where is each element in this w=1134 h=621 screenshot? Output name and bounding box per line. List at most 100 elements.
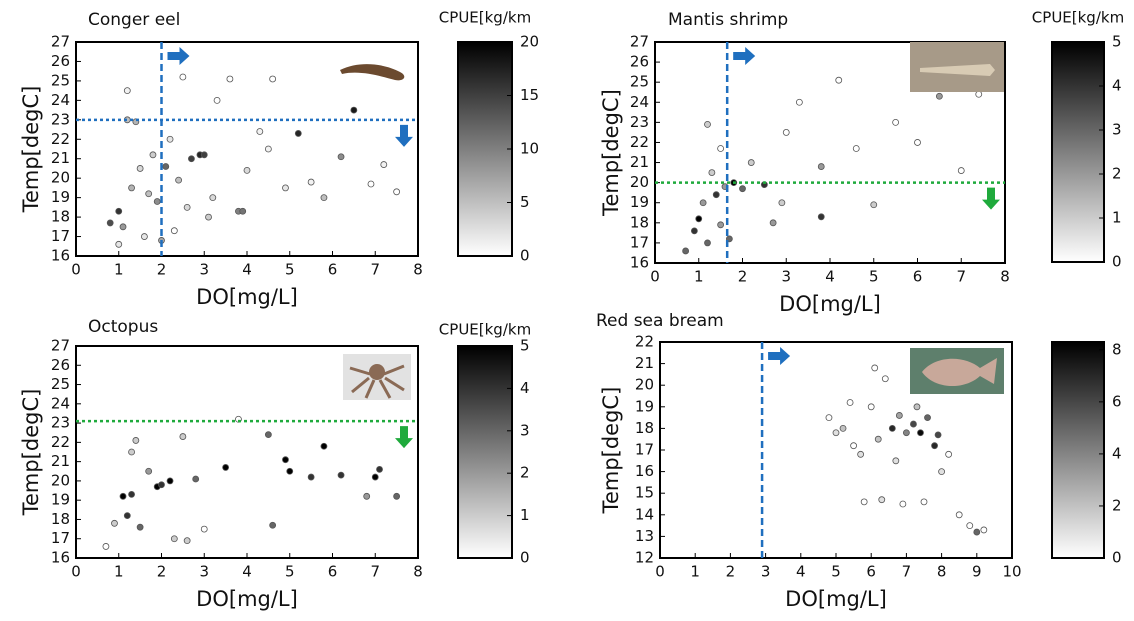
- data-point: [817, 213, 825, 221]
- direction-arrow: [768, 347, 791, 365]
- y-tick-label: 14: [635, 505, 654, 523]
- data-point: [376, 465, 383, 473]
- y-tick-label: 21: [51, 149, 70, 167]
- data-point: [145, 467, 153, 475]
- x-tick-label: 8: [413, 563, 423, 581]
- data-point: [222, 464, 230, 471]
- data-point: [917, 429, 924, 437]
- data-point: [712, 191, 720, 199]
- y-tick-label: 17: [51, 529, 70, 547]
- data-point: [166, 135, 174, 143]
- data-point: [243, 166, 251, 174]
- y-tick-label: 19: [51, 188, 70, 206]
- y-tick-label: 13: [635, 527, 654, 545]
- data-point: [111, 519, 118, 527]
- data-point: [136, 165, 144, 172]
- data-point: [136, 523, 144, 531]
- data-point: [192, 475, 200, 483]
- data-point: [852, 145, 860, 152]
- data-point: [264, 145, 272, 153]
- colorbar-tick-label: 2: [520, 464, 530, 482]
- data-point: [269, 75, 277, 83]
- y-tick-label: 22: [630, 133, 649, 151]
- x-tick-label: 1: [114, 563, 124, 581]
- data-point: [119, 223, 127, 231]
- colorbar-tick-label: 4: [1112, 77, 1122, 95]
- y-tick-label: 25: [51, 71, 70, 89]
- data-point: [945, 450, 953, 458]
- data-point: [115, 240, 123, 248]
- data-point: [839, 424, 847, 432]
- data-point: [980, 526, 988, 534]
- y-axis-label: Temp[degC]: [599, 387, 623, 515]
- data-point: [128, 184, 135, 192]
- data-point: [881, 375, 889, 383]
- direction-arrow: [395, 124, 413, 147]
- x-axis-label: DO[mg/L]: [779, 292, 881, 316]
- colorbar-tick-label: 0: [1112, 253, 1122, 271]
- data-point: [209, 194, 217, 202]
- data-point: [179, 433, 187, 440]
- y-tick-label: 17: [51, 227, 70, 245]
- data-point: [817, 163, 825, 170]
- x-tick-label: 10: [1002, 563, 1021, 581]
- x-tick-label: 6: [328, 563, 338, 581]
- x-tick-label: 4: [242, 563, 252, 581]
- y-tick-label: 18: [51, 208, 70, 226]
- data-point: [153, 198, 161, 205]
- y-tick-label: 22: [51, 433, 70, 451]
- chart-title: Conger eel: [88, 10, 180, 30]
- data-point: [128, 490, 135, 498]
- data-point: [162, 163, 170, 170]
- y-tick-label: 16: [51, 247, 70, 265]
- data-point: [867, 403, 875, 411]
- data-point: [294, 130, 302, 137]
- colorbar-tick-label: 3: [520, 421, 530, 439]
- data-point: [717, 145, 725, 152]
- data-point: [166, 477, 174, 485]
- y-tick-label: 26: [51, 52, 70, 70]
- data-point: [910, 420, 917, 428]
- y-tick-label: 16: [630, 254, 649, 272]
- y-axis-label: Temp[degC]: [19, 86, 43, 214]
- colorbar-tick-label: 6: [1112, 392, 1122, 410]
- data-point: [119, 492, 127, 500]
- data-point: [367, 180, 375, 188]
- data-point: [200, 151, 208, 159]
- data-point: [337, 153, 345, 161]
- colorbar-tick-label: 5: [1112, 33, 1122, 51]
- data-point: [934, 431, 942, 439]
- data-point: [938, 468, 945, 476]
- colorbar-tick-label: 0: [520, 549, 530, 567]
- data-point: [704, 120, 711, 128]
- data-point: [682, 247, 690, 255]
- y-tick-label: 27: [51, 337, 70, 355]
- data-point: [320, 442, 328, 450]
- data-point: [903, 429, 910, 437]
- y-tick-label: 23: [51, 110, 70, 128]
- colorbar-label: CPUE[kg/km: [439, 321, 531, 339]
- x-tick-label: 5: [869, 268, 879, 286]
- x-tick-label: 2: [157, 563, 167, 581]
- colorbar: [457, 345, 513, 559]
- data-point: [874, 435, 882, 443]
- eel-photo: [340, 64, 405, 81]
- colorbar-label: CPUE[kg/km: [1032, 9, 1124, 27]
- x-axis-label: DO[mg/L]: [785, 587, 887, 611]
- data-point: [860, 498, 868, 506]
- data-point: [892, 118, 900, 126]
- y-tick-label: 16: [635, 462, 654, 480]
- y-tick-label: 21: [51, 452, 70, 470]
- colorbar-tick-label: 15: [520, 86, 539, 104]
- direction-arrow: [167, 47, 190, 65]
- data-point: [188, 155, 195, 163]
- y-tick-label: 24: [51, 91, 70, 109]
- data-point: [380, 161, 388, 168]
- y-axis-label: Temp[degC]: [599, 89, 623, 217]
- octopus-photo: [343, 354, 411, 400]
- y-tick-label: 18: [51, 510, 70, 528]
- y-tick-label: 20: [51, 169, 70, 187]
- y-tick-label: 23: [630, 113, 649, 131]
- data-point: [913, 403, 921, 411]
